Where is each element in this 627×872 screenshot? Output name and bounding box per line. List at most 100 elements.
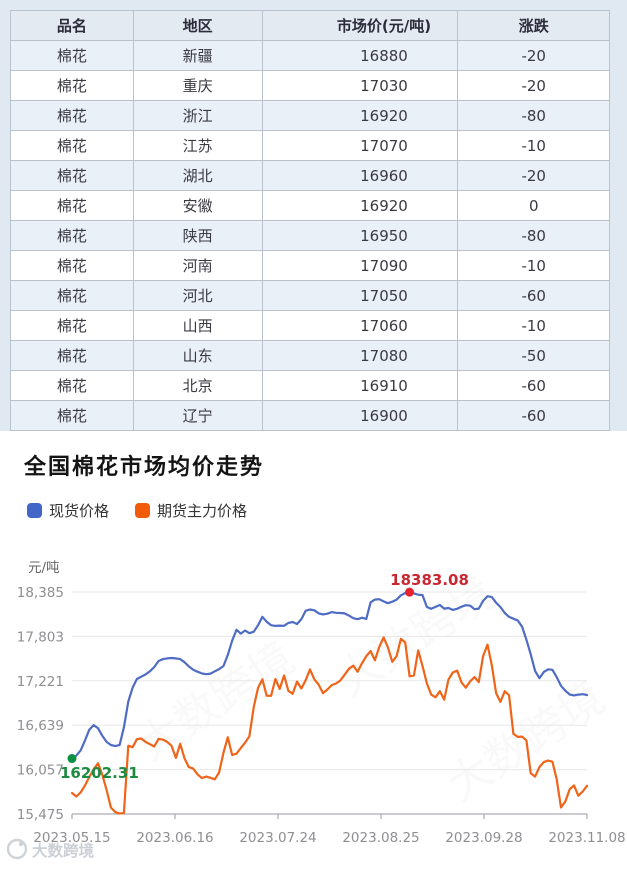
spot-price-line xyxy=(70,590,589,760)
y-tick-label: 16,639 xyxy=(17,718,64,734)
chart-legend: 现货价格 期货主力价格 xyxy=(27,500,627,521)
table-row: 棉花 山西 17060 -10 xyxy=(10,310,610,341)
y-tick-label: 15,475 xyxy=(17,807,64,823)
region-cell: 新疆 xyxy=(132,40,263,71)
price-cell: 16910 xyxy=(261,370,459,401)
price-cell: 16950 xyxy=(261,220,459,251)
change-cell: -60 xyxy=(457,370,610,401)
y-axis-unit-label: 元/吨 xyxy=(28,560,60,576)
x-tick-label: 2023.06.16 xyxy=(136,830,213,846)
watermark-logo-icon xyxy=(6,838,28,860)
header-market-price: 市场价(元/吨) xyxy=(261,10,459,41)
table-row: 棉花 湖北 16960 -20 xyxy=(10,160,610,191)
price-cell: 16900 xyxy=(261,400,459,431)
change-cell: -80 xyxy=(457,220,610,251)
price-cell: 16920 xyxy=(261,190,459,221)
product-cell: 棉花 xyxy=(10,160,134,191)
change-cell: -20 xyxy=(457,40,610,71)
product-cell: 棉花 xyxy=(10,130,134,161)
x-tick-label: 2023.09.28 xyxy=(445,830,522,846)
product-cell: 棉花 xyxy=(10,220,134,251)
region-cell: 安徽 xyxy=(132,190,263,221)
product-cell: 棉花 xyxy=(10,280,134,311)
region-cell: 河南 xyxy=(132,250,263,281)
price-cell: 17080 xyxy=(261,340,459,371)
table-row: 棉花 江苏 17070 -10 xyxy=(10,130,610,161)
region-cell: 江苏 xyxy=(132,130,263,161)
table-row: 棉花 河北 17050 -60 xyxy=(10,280,610,311)
product-cell: 棉花 xyxy=(10,70,134,101)
price-cell: 17090 xyxy=(261,250,459,281)
change-cell: -60 xyxy=(457,280,610,311)
header-change: 涨跌 xyxy=(457,10,610,41)
x-tick-label: 2023.05.15 xyxy=(33,830,110,846)
region-cell: 辽宁 xyxy=(132,400,263,431)
watermark-logo-dot-icon xyxy=(18,841,24,847)
product-cell: 棉花 xyxy=(10,400,134,431)
legend-item-futures-price[interactable]: 期货主力价格 xyxy=(135,500,247,521)
product-cell: 棉花 xyxy=(10,100,134,131)
change-cell: -10 xyxy=(457,130,610,161)
header-product: 品名 xyxy=(10,10,134,41)
product-cell: 棉花 xyxy=(10,340,134,371)
region-cell: 湖北 xyxy=(132,160,263,191)
min-point-dot xyxy=(67,754,77,764)
spot-price-swatch-icon xyxy=(27,503,42,518)
legend-label-futures: 期货主力价格 xyxy=(157,502,248,520)
region-cell: 山西 xyxy=(132,310,263,341)
y-tick-label: 18,385 xyxy=(17,585,64,601)
price-cell: 17070 xyxy=(261,130,459,161)
region-cell: 北京 xyxy=(132,370,263,401)
product-cell: 棉花 xyxy=(10,370,134,401)
region-cell: 陕西 xyxy=(132,220,263,251)
y-tick-label: 16,057 xyxy=(17,763,64,779)
background-watermark: 大数跨境 xyxy=(128,633,303,772)
product-cell: 棉花 xyxy=(10,190,134,221)
x-tick-label: 2023.11.08 xyxy=(548,830,625,846)
table-row: 棉花 河南 17090 -10 xyxy=(10,250,610,281)
table-row: 棉花 陕西 16950 -80 xyxy=(10,220,610,251)
table-row: 棉花 浙江 16920 -80 xyxy=(10,100,610,131)
change-cell: -10 xyxy=(457,310,610,341)
price-cell: 16920 xyxy=(261,100,459,131)
cotton-price-table: 品名 地区 市场价(元/吨) 涨跌 棉花 新疆 16880 -20 棉花 重庆 17030-… xyxy=(10,10,610,431)
region-cell: 山东 xyxy=(132,340,263,371)
header-region: 地区 xyxy=(132,10,263,41)
max-point-dot xyxy=(405,587,415,597)
min-value-label: 16202.31 xyxy=(60,764,139,782)
chart-title: 全国棉花市场均价走势 xyxy=(24,455,265,480)
table-row: 棉花 辽宁 16900 -60 xyxy=(10,400,610,431)
table-row: 棉花 安徽 16920 0 xyxy=(10,190,610,221)
price-cell: 17050 xyxy=(261,280,459,311)
futures-price-line xyxy=(70,636,589,815)
table-header-row: 品名 地区 市场价(元/吨) 涨跌 xyxy=(10,10,610,41)
y-tick-label: 17,221 xyxy=(17,674,64,690)
price-cell: 17060 xyxy=(261,310,459,341)
change-cell: -20 xyxy=(457,70,610,101)
price-trend-chart-section: 全国棉花市场均价走势 现货价格 期货主力价格 大数跨境大数跨境大数跨境18,38… xyxy=(0,431,627,860)
table-row: 棉花 重庆 17030 -20 xyxy=(10,70,610,101)
table-row: 棉花 山东 17080 -50 xyxy=(10,340,610,371)
product-cell: 棉花 xyxy=(10,40,134,71)
region-cell: 浙江 xyxy=(132,100,263,131)
y-tick-label: 17,803 xyxy=(17,629,64,645)
change-cell: -50 xyxy=(457,340,610,371)
price-table-section: 品名 地区 市场价(元/吨) 涨跌 棉花 新疆 16880 -20 棉花 重庆 17030-… xyxy=(0,0,627,431)
change-cell: -10 xyxy=(457,250,610,281)
table-row: 棉花 新疆 16880 -20 xyxy=(10,40,610,71)
price-cell: 16960 xyxy=(261,160,459,191)
legend-label-spot: 现货价格 xyxy=(49,502,110,520)
price-trend-line-chart: 大数跨境大数跨境大数跨境18,38517,80317,22116,63916,0… xyxy=(6,560,626,860)
change-cell: -80 xyxy=(457,100,610,131)
region-cell: 河北 xyxy=(132,280,263,311)
price-cell: 17030 xyxy=(261,70,459,101)
change-cell: -60 xyxy=(457,400,610,431)
x-tick-label: 2023.07.24 xyxy=(239,830,316,846)
product-cell: 棉花 xyxy=(10,250,134,281)
futures-price-swatch-icon xyxy=(135,503,151,518)
change-cell: 0 xyxy=(457,190,610,221)
price-cell: 16880 xyxy=(261,40,459,71)
table-row: 棉花 北京 16910 -60 xyxy=(10,370,610,401)
region-cell: 重庆 xyxy=(132,70,263,101)
legend-item-spot-price[interactable]: 现货价格 xyxy=(27,500,109,521)
